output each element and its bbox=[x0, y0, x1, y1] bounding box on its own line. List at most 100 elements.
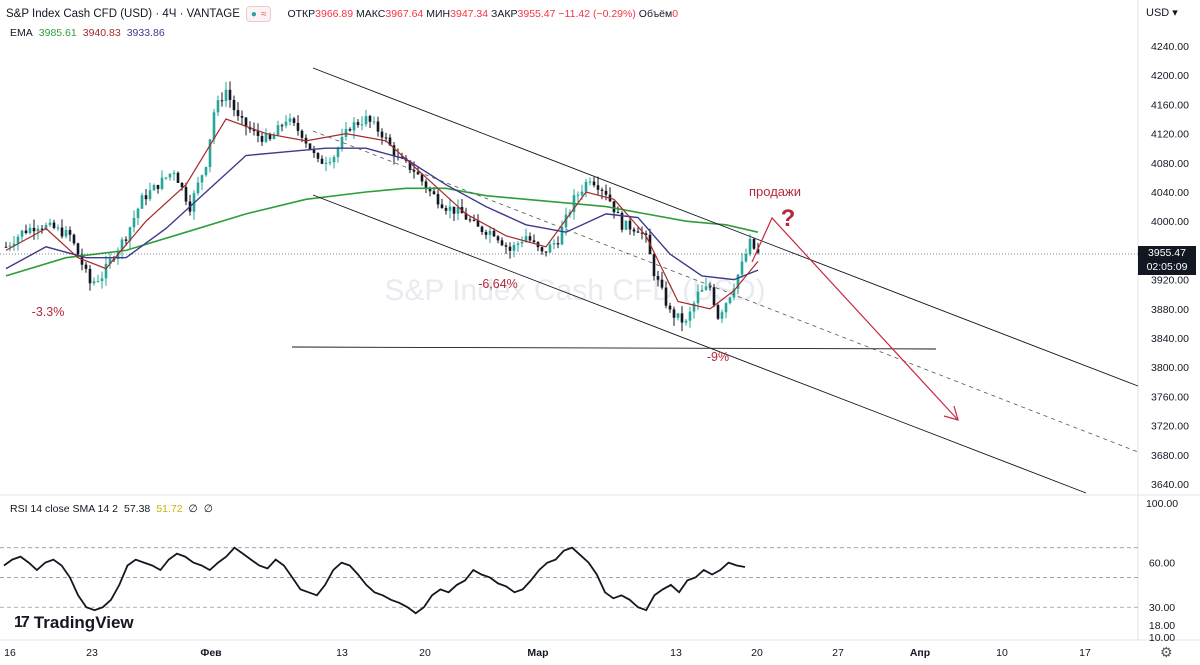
time-tick-label: 20 bbox=[419, 647, 431, 659]
candle-body bbox=[4, 246, 8, 248]
candle-body bbox=[560, 227, 564, 245]
candle-body bbox=[728, 297, 732, 304]
candle-body bbox=[456, 207, 460, 214]
candle-body bbox=[144, 195, 148, 200]
candle-body bbox=[748, 238, 752, 255]
candle-body bbox=[36, 228, 40, 232]
candle-body bbox=[448, 206, 452, 211]
candle-body bbox=[580, 191, 584, 195]
ema-label: EMA bbox=[10, 27, 33, 39]
rsi-sma-value: 51.72 bbox=[156, 503, 183, 515]
candle-body bbox=[412, 169, 416, 172]
high-label: МАКС bbox=[356, 8, 386, 20]
approx-icon: ≈ bbox=[260, 8, 267, 20]
candle-body bbox=[576, 194, 580, 196]
candle-body bbox=[492, 230, 496, 237]
candle-body bbox=[496, 236, 500, 241]
candle-body bbox=[100, 278, 104, 282]
rsi-tick-label: 10.00 bbox=[1149, 632, 1175, 644]
candle-body bbox=[692, 303, 696, 312]
price-tick-label: 3640.00 bbox=[1151, 479, 1189, 491]
candle-body bbox=[200, 175, 204, 183]
time-tick-label: 17 bbox=[1079, 647, 1091, 659]
candle-body bbox=[716, 305, 720, 319]
bar-countdown: 02:05:09 bbox=[1146, 261, 1188, 273]
candle-body bbox=[12, 243, 16, 246]
ema-value-1: 3985.61 bbox=[38, 27, 77, 39]
indicator-pill[interactable]: ● ≈ bbox=[245, 6, 272, 22]
time-tick-label: Фев bbox=[200, 647, 222, 659]
candle-body bbox=[252, 129, 256, 132]
price-tick-label: 4160.00 bbox=[1151, 99, 1189, 111]
candle-body bbox=[500, 240, 504, 246]
tradingview-logo-text: TradingView bbox=[33, 613, 134, 632]
candle-body bbox=[208, 139, 212, 168]
candle-body bbox=[216, 100, 220, 113]
candle-body bbox=[104, 263, 108, 279]
candle-body bbox=[152, 184, 156, 191]
annotation-label: -9% bbox=[707, 350, 729, 364]
candle-body bbox=[16, 236, 20, 244]
rsi-tick-label: 18.00 bbox=[1149, 620, 1175, 632]
candle-body bbox=[96, 281, 100, 283]
candle-body bbox=[624, 220, 628, 230]
forecast-arrow bbox=[751, 216, 959, 421]
candle-body bbox=[324, 162, 328, 164]
candle-body bbox=[136, 208, 140, 218]
candle-body bbox=[628, 220, 632, 230]
candle-body bbox=[64, 230, 68, 237]
candle-body bbox=[708, 286, 712, 288]
currency-selector[interactable]: USD ▾ bbox=[1146, 7, 1178, 19]
candle-body bbox=[400, 156, 404, 159]
candle-body bbox=[380, 131, 384, 138]
candle-body bbox=[644, 233, 648, 235]
candle-body bbox=[300, 130, 304, 138]
candle-body bbox=[40, 228, 44, 230]
symbol-title[interactable]: S&P Index Cash CFD (USD) · 4Ч · VANTAGE bbox=[6, 8, 240, 20]
candle-body bbox=[256, 131, 260, 136]
candle-body bbox=[268, 134, 272, 140]
candle-body bbox=[436, 194, 440, 205]
candle-body bbox=[680, 313, 684, 323]
gear-icon[interactable]: ⚙ bbox=[1160, 644, 1173, 660]
high-value: 3967.64 bbox=[385, 8, 424, 20]
candle-body bbox=[616, 212, 620, 214]
rsi-legend[interactable]: RSI 14 close SMA 14 2 57.38 51.72 ∅ ∅ bbox=[10, 503, 213, 515]
candle-body bbox=[60, 227, 64, 237]
candle-body bbox=[564, 214, 568, 228]
candle-body bbox=[508, 246, 512, 251]
candle-body bbox=[636, 231, 640, 233]
candle-body bbox=[156, 184, 160, 189]
candle-body bbox=[512, 244, 516, 251]
candle-body bbox=[452, 206, 456, 214]
candle-body bbox=[752, 238, 756, 249]
time-tick-label: 20 bbox=[751, 647, 763, 659]
candle-body bbox=[552, 243, 556, 245]
candle-body bbox=[336, 148, 340, 158]
tradingview-logo[interactable]: 17 TradingView bbox=[14, 613, 134, 633]
candle-body bbox=[340, 136, 344, 149]
candle-body bbox=[556, 243, 560, 245]
candle-body bbox=[264, 134, 268, 142]
candle-body bbox=[740, 261, 744, 275]
candle-body bbox=[172, 172, 176, 174]
close-value: 3955.47 bbox=[517, 8, 556, 20]
candle-body bbox=[372, 121, 376, 123]
candle-body bbox=[720, 312, 724, 319]
time-tick-label: 10 bbox=[996, 647, 1008, 659]
candle-body bbox=[52, 222, 56, 229]
candle-body bbox=[132, 217, 136, 228]
candle-body bbox=[8, 245, 12, 247]
candle-body bbox=[168, 173, 172, 178]
candle-body bbox=[540, 247, 544, 252]
time-tick-label: 16 bbox=[4, 647, 16, 659]
price-tick-label: 4080.00 bbox=[1151, 158, 1189, 170]
candle-body bbox=[432, 191, 436, 195]
open-value: 3966.89 bbox=[315, 8, 354, 20]
ema-legend[interactable]: EMA 3985.61 3940.83 3933.86 bbox=[10, 27, 165, 39]
candle-body bbox=[588, 181, 592, 183]
candle-body bbox=[672, 309, 676, 318]
candle-body bbox=[68, 230, 72, 235]
candle-body bbox=[316, 153, 320, 159]
